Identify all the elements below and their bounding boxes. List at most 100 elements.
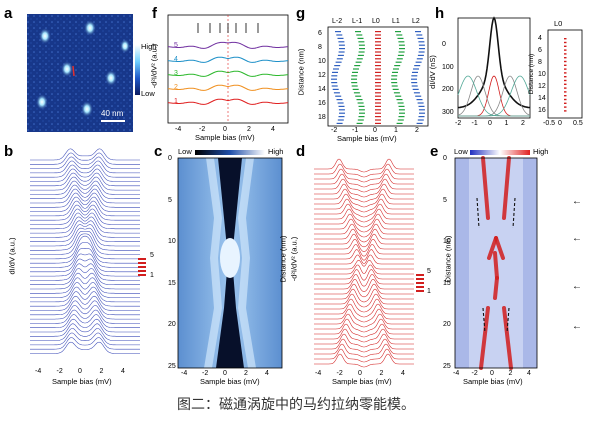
d-spectrum-line: [314, 288, 414, 303]
d-spectrum-line: [314, 278, 414, 292]
g-point: [398, 105, 405, 107]
e-red-streak: [502, 156, 511, 220]
d-spectrum-line: [314, 298, 414, 313]
d-spectrum-line: [314, 183, 414, 198]
panel-e-xtick: -2: [471, 370, 478, 377]
g-point: [336, 58, 343, 60]
g-point: [375, 41, 381, 43]
h-component-curve: [458, 75, 531, 117]
g-point: [396, 99, 403, 101]
g-point: [375, 109, 381, 111]
g-point: [375, 95, 381, 97]
panel-c-xtick: 2: [244, 370, 248, 377]
b-spectrum-line: [30, 309, 140, 324]
g-point: [355, 61, 362, 63]
g-point: [338, 105, 345, 107]
b-spectrum-line: [30, 332, 140, 346]
g-point: [375, 44, 381, 46]
b-spectrum-line: [30, 263, 140, 281]
panel-g-ytick: 18: [318, 114, 326, 121]
d-spectrum-line: [314, 259, 414, 270]
panel-d-xtick: 4: [401, 370, 405, 377]
g-point: [358, 44, 365, 46]
panel-a-colorbar: [135, 45, 140, 95]
d-spectrum-line: [314, 188, 414, 203]
panel-e-heatmap: [454, 156, 538, 370]
g-point: [397, 119, 404, 121]
g-point: [354, 65, 361, 67]
g-point: [411, 82, 418, 84]
b-marker-bottom-label: 1: [150, 272, 154, 279]
panel-e-colorbar: [470, 150, 530, 155]
d-spectrum-line: [314, 274, 414, 287]
b-spectrum-line: [30, 184, 140, 199]
panel-e-ylabel: Distance (nm): [443, 235, 453, 283]
panel-h-ytick: 100: [442, 63, 454, 71]
g-point: [357, 54, 364, 56]
h-inset-point: [564, 98, 567, 101]
panel-d-xtick: 2: [379, 370, 384, 377]
panel-h-xtick: -2: [455, 120, 462, 127]
f-series-line: [168, 84, 288, 91]
g-point: [356, 34, 363, 36]
g-point: [398, 116, 405, 118]
h-inset-point: [564, 72, 567, 74]
b-marker-top-label: 5: [150, 252, 154, 259]
g-point: [375, 119, 381, 121]
panel-d-xtick: 0: [358, 370, 362, 377]
g-point: [375, 78, 381, 80]
panel-b-xtick: 4: [121, 368, 125, 375]
h-inset-point: [564, 87, 567, 89]
d-position-marker: [416, 290, 424, 292]
panel-h-plot: [457, 16, 531, 119]
panel-e-xtick: 2: [508, 370, 513, 377]
g-point: [375, 88, 381, 90]
g-point: [391, 82, 398, 84]
g-point: [375, 112, 381, 114]
panel-h-label: h: [435, 5, 445, 22]
panel-e-ytick: 0: [443, 155, 447, 162]
b-spectrum-line: [30, 341, 140, 354]
e-dashed-guide: [506, 307, 510, 334]
b-spectrum-line: [30, 160, 140, 174]
panel-c-ytick: 5: [168, 196, 172, 204]
g-point: [419, 48, 425, 50]
g-point: [393, 68, 399, 70]
f-curve-label-3: 3: [174, 70, 178, 77]
g-point: [335, 61, 342, 63]
g-point: [396, 34, 403, 36]
g-point: [415, 95, 422, 97]
g-point: [336, 99, 343, 101]
panel-c-colorbar-low: Low: [178, 147, 192, 156]
d-marker-top-label: 5: [427, 268, 431, 275]
panel-g-toplabel: L2: [412, 18, 420, 25]
g-point: [355, 95, 362, 97]
panel-c-ytick: 20: [168, 321, 176, 329]
g-point: [411, 85, 418, 87]
panel-c-xlabel: Sample bias (mV): [200, 377, 260, 386]
panel-h-inset-ytick: 12: [538, 83, 546, 90]
panel-b-xtick: -2: [56, 368, 63, 375]
b-spectrum-line: [30, 242, 140, 264]
g-point: [352, 88, 359, 90]
e-red-streak: [479, 306, 490, 370]
g-point: [353, 92, 360, 94]
g-point: [351, 78, 357, 80]
b-spectrum-line: [30, 156, 140, 169]
g-point: [417, 37, 424, 39]
panel-h-ylabel: dI/dV (nS): [427, 55, 437, 89]
panel-f-xtick: -2: [199, 126, 206, 133]
e-position-arrow: ←: [572, 321, 582, 332]
b-spectrum-line: [30, 314, 140, 328]
panel-e-xtick: 0: [490, 370, 494, 377]
h-inset-point: [564, 64, 567, 66]
panel-a-vortex-map: [27, 14, 133, 132]
h-inset-point: [564, 45, 567, 47]
h-inset-point: [564, 110, 567, 112]
panel-b-xlabel: Sample bias (mV): [52, 377, 112, 386]
e-position-arrow: ←: [572, 281, 582, 292]
b-spectrum-line: [30, 286, 140, 303]
panel-g-xlabel: Sample bias (mV): [337, 134, 397, 143]
panel-e-ytick: 10: [443, 238, 451, 246]
panel-h-ytick: 200: [442, 86, 454, 94]
